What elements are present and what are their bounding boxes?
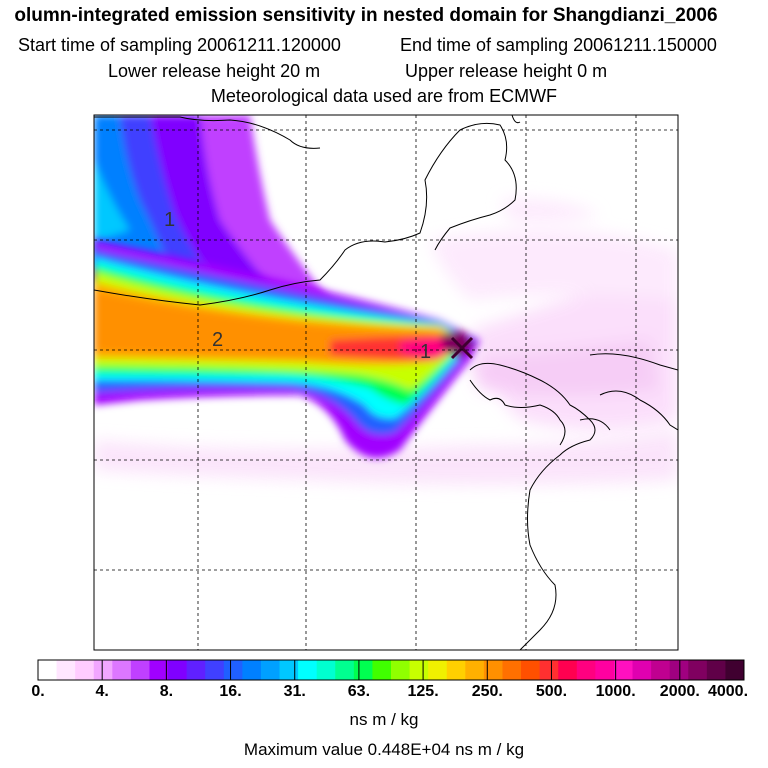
colorbar-swatch [112,660,132,680]
coastlines [94,115,678,650]
colorbar-tick-label: 31. [283,683,306,700]
colorbar-swatch [372,660,392,680]
colorbar-tick-label: 2000. [659,683,700,700]
plume-label: 2 [212,329,223,351]
colorbar-swatch [223,660,243,680]
map-frame [93,114,679,651]
colorbar-swatch [353,660,373,680]
end-time-label: End time of sampling 20061211.150000 [400,35,717,55]
colorbar-swatch [539,660,559,680]
colorbar-swatch [428,660,448,680]
receptor-marker [450,336,474,360]
colorbar-swatch [242,660,262,680]
plume-label: 1 [420,341,431,363]
colorbar-tick-label: 125. [407,683,439,700]
maximum-value-label: Maximum value 0.448E+04 ns m / kg [243,740,525,759]
plot-title: olumn-integrated emission sensitivity in… [14,5,718,26]
colorbar-swatch [56,660,76,680]
colorbar-swatch [465,660,485,680]
colorbar-frame [37,659,745,681]
upper-release-height-label: Upper release height 0 m [405,61,608,81]
colorbar-swatch [502,660,522,680]
colorbar-swatch [613,660,634,680]
colorbar-tick-label: 63. [347,683,371,700]
colorbar-swatch [632,660,652,680]
colorbar-swatch [316,660,336,680]
colorbar-swatch [38,660,58,680]
colorbar-swatch [725,660,745,680]
colorbar-swatch [186,660,206,680]
met-data-label: Meteorological data used are from ECMWF [210,86,558,106]
colorbar-tick-label: 250. [471,683,503,700]
colorbar-unit: ns m / kg [349,710,419,729]
colorbar-swatch [93,660,113,680]
colorbar-tick-label: 4. [95,683,109,700]
start-time-label: Start time of sampling 20061211.120000 [18,35,341,55]
colorbar-tick-label: 4000. [707,683,749,700]
colorbar-tick-label: 1000. [595,683,636,700]
sensitivity-field-plume [94,240,480,458]
colorbar-swatch [706,660,726,680]
colorbar-swatch [576,660,596,680]
colorbar-swatch [409,660,429,680]
colorbar-swatch [168,660,188,680]
graticule [94,115,678,650]
colorbar-tick-label: 16. [219,683,242,700]
colorbar-tick-label: 500. [535,683,568,700]
colorbar-tick-label: 0. [31,683,45,700]
colorbar-swatch [205,660,225,680]
colorbar-swatch [483,660,503,680]
colorbar-swatch [558,660,578,680]
colorbar-swatch [130,660,150,680]
colorbar-swatch [446,660,466,680]
colorbar-swatch [75,660,95,680]
colorbar-swatch [149,660,169,680]
colorbar-swatch [595,660,615,680]
lower-release-height-label: Lower release height 20 m [108,61,321,81]
colorbar-swatch [651,660,671,680]
map-panel: 1 2 1 [94,115,678,650]
colorbar-tick-label: 8. [159,683,174,700]
colorbar-swatch [669,660,689,680]
colorbar-swatch [521,660,541,680]
colorbar-swatch [335,660,355,680]
colorbar-swatch [279,660,299,680]
colorbar-swatch [688,660,708,680]
plume-label: 1 [164,209,175,231]
colorbar-swatch [298,660,318,680]
colorbar-swatch [260,660,281,680]
colorbar [37,659,745,681]
colorbar-swatch [391,660,411,680]
